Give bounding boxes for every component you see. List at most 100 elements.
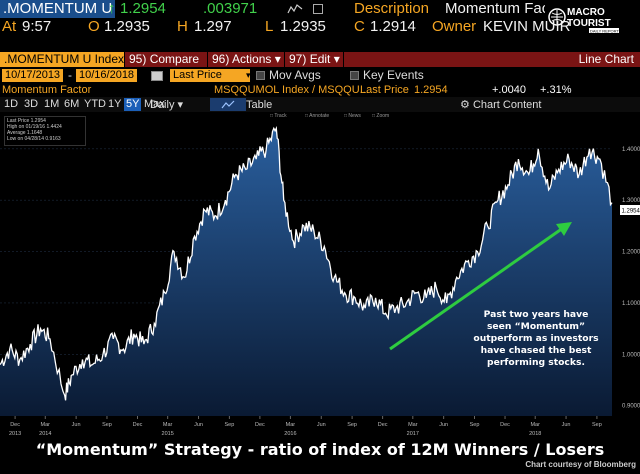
actions-number: 96) (212, 52, 230, 66)
compare-number: 95) (129, 52, 147, 66)
x-tick-label: Mar (530, 422, 540, 428)
legend-low: Low on 04/28/14 0.9163 (7, 136, 61, 142)
description-value: Momentum Factor (445, 0, 567, 17)
net-change: .003971 (203, 0, 258, 17)
x-tick-label: Sep (347, 422, 357, 428)
chart-title: “Momentum” Strategy - ratio of index of … (35, 440, 605, 459)
y-tick-label: 1.2000 (622, 250, 640, 256)
range-tab-1m[interactable]: 1M (44, 98, 60, 110)
gear-icon: ⚙ (460, 99, 470, 111)
price-chart[interactable]: 0.9000 1.0000 1.1000 1.2000 1.3000 1.4000 Dec… (0, 112, 640, 438)
open-value: 1.2935 (104, 18, 150, 35)
open-label: O (88, 18, 100, 35)
x-tick-label: Jun (72, 422, 81, 428)
close-label: C (354, 18, 365, 35)
sparkline-icon[interactable] (287, 3, 303, 15)
chart-type-label[interactable]: Line Chart (344, 52, 640, 67)
chart-mode-button[interactable] (210, 98, 246, 111)
chart-subheader: Momentum Factor MSQQUMOL Index / MSQQU..… (0, 84, 640, 97)
y-tick-label: 0.9000 (622, 404, 640, 410)
x-year-label: 2014 (39, 431, 51, 437)
line-chart-icon (221, 100, 235, 109)
range-tab-1d[interactable]: 1D (4, 98, 19, 110)
svg-text:TOURIST: TOURIST (567, 18, 611, 29)
quote-line-1: .MOMENTUM U ↑ 1.2954 .003971 Description… (0, 0, 640, 18)
end-date-input[interactable]: 10/16/2018 (76, 69, 138, 82)
legend-average: Average 1.1648 (7, 130, 43, 136)
compare-menu[interactable]: 95) Compare (125, 52, 207, 67)
y-tick-label: 1.0000 (622, 352, 640, 358)
quote-line-2: At 9:57 O 1.2935 H 1.297 L 1.2935 C 1.29… (0, 18, 640, 36)
price-field-label: Last Price (173, 69, 222, 81)
compare-label: Compare (149, 52, 200, 66)
chevron-down-icon: ▾ (177, 99, 184, 111)
chart-controls: 10/17/2013 - 10/16/2018 Last Price ▾ Mov… (0, 68, 640, 83)
x-tick-label: Mar (41, 422, 51, 428)
mov-avgs-toggle[interactable]: Mov Avgs (256, 68, 321, 83)
x-year-label: 2016 (284, 431, 296, 437)
x-tick-label: Sep (470, 422, 480, 428)
chart-tool-news[interactable]: □ News (344, 113, 361, 119)
x-tick-label: Jun (194, 422, 203, 428)
range-tab-3d[interactable]: 3D (24, 98, 39, 110)
window-icon[interactable] (313, 4, 323, 14)
start-date-input[interactable]: 10/17/2013 (2, 69, 64, 82)
range-toolbar: Daily ▾ Table ⚙ Chart Content 1D 3D 1M 6M YT… (0, 97, 640, 112)
x-tick-label: Sep (102, 422, 112, 428)
price-line (0, 125, 613, 401)
price-field-select[interactable]: Last Price (170, 69, 250, 82)
owner-label: Owner (432, 18, 477, 35)
chart-annotation: Past two years have seen “Momentum” outp… (473, 309, 599, 368)
chart-content-label: Chart Content (472, 99, 542, 111)
macro-tourist-logo: MACRO TOURIST DAILY REPORT (545, 2, 625, 34)
actions-label: Actions (232, 52, 272, 66)
actions-menu[interactable]: 96) Actions ▾ (208, 52, 284, 67)
period-select[interactable]: Daily ▾ (150, 98, 183, 112)
calendar-icon[interactable] (151, 71, 163, 81)
high-value: 1.297 (194, 18, 232, 35)
y-tick-label: 1.1000 (622, 301, 640, 307)
key-events-toggle[interactable]: Key Events (350, 68, 424, 83)
x-year-label: 2018 (529, 431, 541, 437)
security-field[interactable]: .MOMENTUM U Index (0, 52, 124, 67)
key-events-label: Key Events (363, 68, 424, 82)
x-year-label: 2015 (162, 431, 174, 437)
range-tab-max[interactable]: Max (144, 98, 165, 110)
chart-tool-zoom[interactable]: □ Zoom (372, 113, 389, 119)
chart-credit: Chart courtesy of Bloomberg (525, 460, 636, 469)
ticker-symbol[interactable]: .MOMENTUM U (0, 0, 116, 18)
x-year-label: 2013 (9, 431, 21, 437)
chevron-down-icon: ▾ (246, 70, 251, 80)
price-area-fill (0, 128, 612, 417)
range-tab-ytd[interactable]: YTD (84, 98, 106, 110)
chevron-down-icon: ▾ (333, 52, 340, 66)
x-tick-label: Jun (439, 422, 448, 428)
chart-content-button[interactable]: ⚙ Chart Content (460, 98, 541, 112)
x-tick-label: Dec (255, 422, 265, 428)
trend-arrow (389, 226, 564, 351)
x-tick-label: Dec (500, 422, 510, 428)
edit-menu[interactable]: 97) Edit ▾ (285, 52, 343, 67)
range-tab-1y[interactable]: 1Y (108, 98, 122, 110)
last-price-tag: 1.2954 (622, 209, 640, 215)
series-reference: MSQQUMOL Index / MSQQU... (214, 84, 369, 96)
table-button[interactable]: Table (246, 99, 273, 111)
chevron-down-icon: ▾ (274, 52, 281, 66)
at-label: At (2, 18, 17, 35)
chart-tool-annotate[interactable]: □ Annotate (305, 113, 329, 119)
security-name: Momentum Factor (2, 84, 92, 96)
high-label: H (177, 18, 188, 35)
chart-tool-track[interactable]: □ Track (270, 113, 287, 119)
svg-text:MACRO: MACRO (567, 7, 605, 18)
change-pct: +.31% (540, 84, 572, 96)
x-tick-label: Mar (408, 422, 418, 428)
chart-legend: Last Price 1.2954 High on 01/19/16 1.442… (4, 116, 86, 146)
range-tab-5y[interactable]: 5Y (124, 98, 142, 111)
x-tick-label: Dec (10, 422, 20, 428)
last-price-label: Last Price (360, 84, 409, 96)
y-tick-label: 1.4000 (622, 147, 640, 153)
at-time: 9:57 (22, 18, 52, 35)
low-value: 1.2935 (280, 18, 326, 35)
x-tick-label: Jun (562, 422, 571, 428)
range-tab-6m[interactable]: 6M (64, 98, 80, 110)
